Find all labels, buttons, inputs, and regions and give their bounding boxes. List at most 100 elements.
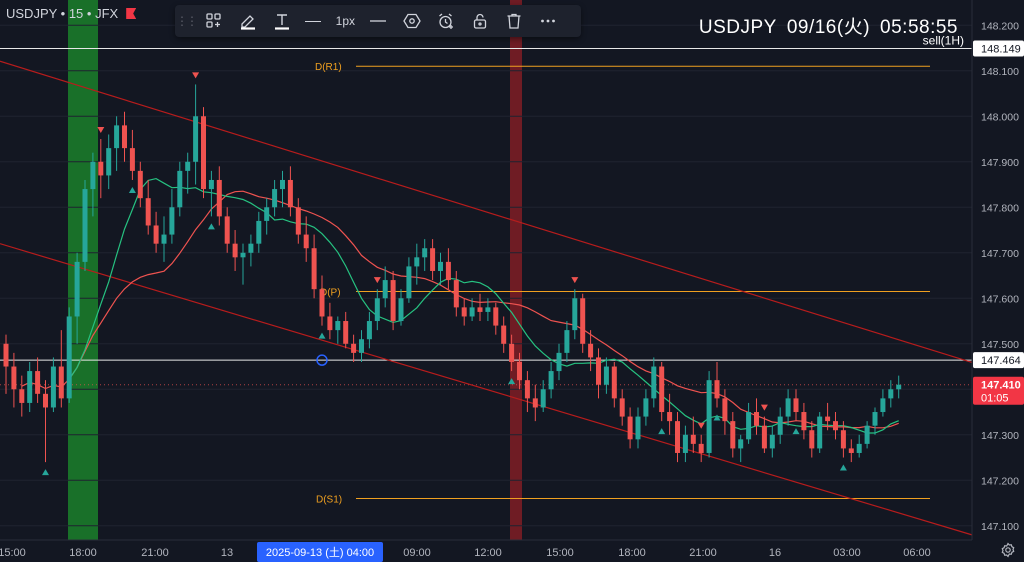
crosshair-time-badge [257, 542, 383, 562]
candle-body [690, 434, 696, 444]
candle [351, 334, 357, 362]
y-tick-label: 147.900 [981, 157, 1019, 169]
candle [3, 334, 9, 394]
candle [19, 375, 25, 417]
add-template-icon[interactable] [197, 5, 231, 37]
candle [461, 298, 467, 326]
candle-body [509, 343, 515, 362]
trend-channel-line[interactable] [0, 60, 973, 363]
current-price-badge [973, 376, 1024, 405]
swing-high-marker [192, 72, 200, 79]
candle-body [840, 430, 846, 449]
candle [90, 152, 96, 217]
candle-body [754, 412, 759, 426]
candle-body [833, 421, 838, 431]
line-width-button[interactable]: 1px [299, 5, 361, 37]
line-width-label: 1px [335, 14, 355, 28]
candle [722, 389, 728, 435]
candle [106, 134, 112, 190]
candle-body [35, 371, 41, 394]
trend-channel-line[interactable] [0, 243, 973, 536]
candle [540, 380, 546, 413]
candle [493, 302, 499, 335]
candle [414, 243, 420, 285]
candle [596, 348, 601, 399]
candle-body [161, 234, 167, 244]
candle [809, 421, 815, 458]
candle [303, 216, 309, 262]
candle [177, 161, 183, 217]
candle [635, 407, 641, 449]
candle-body [627, 416, 633, 440]
headline-pair: USDJPY [698, 17, 777, 38]
candle [524, 371, 530, 413]
candle [272, 179, 278, 217]
candle [793, 389, 799, 422]
candle [280, 170, 285, 208]
candle [880, 389, 886, 417]
candle-body [201, 116, 206, 190]
candle-body [422, 248, 428, 258]
y-tick-label: 147.700 [981, 248, 1019, 260]
symbol-title[interactable]: USDJPY • 15 • JFX [6, 6, 137, 21]
candle-body [785, 398, 791, 417]
candle-body [738, 439, 744, 449]
candle [682, 425, 688, 463]
candle [58, 330, 64, 408]
cursor-circle [316, 354, 328, 366]
y-tick-label: 147.500 [981, 339, 1019, 351]
candle [422, 239, 428, 271]
candle [548, 361, 554, 399]
more-icon[interactable] [531, 5, 565, 37]
swing-high-marker [697, 422, 705, 429]
candle-body [596, 357, 601, 385]
candle [777, 407, 783, 444]
candle [169, 189, 175, 244]
candle-body [311, 248, 317, 290]
candle-body [177, 170, 183, 208]
pivot-label: D(P) [320, 287, 341, 298]
candle-body [896, 384, 902, 390]
candle [185, 152, 191, 194]
pencil-icon[interactable] [231, 5, 265, 37]
trash-icon[interactable] [497, 5, 531, 37]
x-tick-label: 18:00 [618, 547, 646, 559]
candle-body [3, 343, 9, 367]
alarm-clock-icon[interactable] [429, 5, 463, 37]
lock-icon[interactable] [463, 5, 497, 37]
swing-low-marker [658, 428, 666, 435]
candle [667, 393, 673, 435]
candle [398, 289, 404, 326]
candle [438, 252, 443, 285]
candle-body [651, 366, 657, 399]
candle-body [185, 161, 191, 171]
candle [98, 139, 104, 199]
swing-low-marker [207, 223, 215, 230]
line-style-icon[interactable] [361, 5, 395, 37]
candle-body [453, 280, 459, 308]
symbol-label: USDJPY • 15 • JFX [6, 6, 119, 21]
candle-body [129, 148, 135, 171]
gear-icon[interactable] [1000, 542, 1016, 558]
candle-body [864, 425, 870, 444]
candle-body [485, 307, 491, 312]
x-tick-label: 15:00 [0, 547, 26, 559]
candle-body [438, 261, 443, 271]
candle-body [603, 366, 609, 385]
flag-icon[interactable] [126, 8, 137, 19]
ma-slow-line [68, 177, 899, 434]
y-tick-label: 147.100 [981, 521, 1019, 533]
x-tick-label: 13 [221, 547, 233, 559]
candle-body [216, 179, 222, 217]
candle [627, 407, 633, 449]
candle [848, 439, 854, 463]
drag-grip-icon[interactable]: ⋮⋮ [176, 14, 198, 28]
candle-body [272, 189, 278, 208]
candle-body [493, 307, 499, 326]
text-icon[interactable] [265, 5, 299, 37]
candle-body [564, 330, 570, 353]
candle [453, 270, 459, 317]
hexagon-settings-icon[interactable] [395, 5, 429, 37]
y-tick-label: 147.200 [981, 475, 1019, 487]
